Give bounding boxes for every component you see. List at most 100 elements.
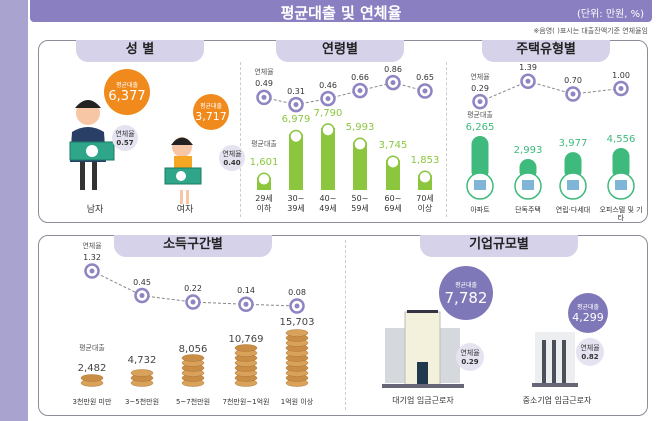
coin-mark xyxy=(80,374,104,382)
category-label: 단독주택 xyxy=(515,206,541,214)
category-label: 70세 이상 xyxy=(416,194,434,214)
building-roof xyxy=(407,310,438,313)
category-label: 1억원 이상 xyxy=(280,398,314,406)
category-label-line: 이상 xyxy=(417,204,433,213)
loan-value: 6,377 xyxy=(108,89,146,104)
rate-value: 0.22 xyxy=(184,284,202,294)
rate-value: 0.08 xyxy=(288,288,306,297)
rate-marker-dot xyxy=(422,88,428,94)
rate-marker-dot xyxy=(89,268,95,274)
divider xyxy=(345,240,346,410)
category-label: 3천만원 미만 xyxy=(72,398,112,406)
category-label-line: 50~ xyxy=(351,194,369,203)
rate-line-segment xyxy=(91,270,143,297)
loan-bubble: 평균대출 4,299 xyxy=(568,293,608,333)
building-icon xyxy=(474,180,486,190)
coin-mark xyxy=(234,344,258,352)
category-label-line: 60~ xyxy=(384,194,402,203)
person-icon xyxy=(353,137,367,152)
rate-label: 연체율 xyxy=(580,344,600,352)
loan-axis-label: 평균대출 xyxy=(467,111,493,119)
rate-marker-dot xyxy=(325,96,331,102)
category-label: 30~ 39세 xyxy=(287,194,305,214)
person-icon xyxy=(321,123,335,137)
rate-label: 연체율 xyxy=(460,349,480,357)
building-icon xyxy=(522,180,534,190)
rate-marker-dot xyxy=(139,293,145,299)
building-pillar xyxy=(542,340,546,384)
loan-value: 7,790 xyxy=(313,108,343,119)
rate-line-segment xyxy=(192,301,247,305)
person-icon xyxy=(257,172,271,187)
loan-value: 8,056 xyxy=(178,343,208,355)
coin-mark xyxy=(181,354,205,362)
rate-badge: 연체율 0.82 xyxy=(576,338,604,366)
rate-value: 0.14 xyxy=(237,286,255,296)
person-icon xyxy=(418,170,432,185)
category-label: 50~ 59세 xyxy=(351,194,369,214)
loan-bubble: 평균대출 7,782 xyxy=(439,266,493,320)
category-label: 29세 이하 xyxy=(255,194,273,214)
category-label: 여자 xyxy=(176,205,194,215)
loan-bubble: 평균대출 6,377 xyxy=(104,69,150,115)
building-pillar xyxy=(562,340,566,384)
person-icon xyxy=(386,155,400,169)
rate-value: 0.29 xyxy=(471,83,489,93)
rate-value: 0.70 xyxy=(564,76,582,86)
loan-label: 평균대출 xyxy=(454,281,478,289)
male-leg xyxy=(92,160,97,190)
rate-value: 0.29 xyxy=(461,358,479,366)
unit-label: (단위: 만원, %) xyxy=(576,9,644,20)
rate-value: 0.66 xyxy=(351,72,369,82)
category-label: 중소기업 임금근로자 xyxy=(522,396,592,405)
won-icon xyxy=(176,171,186,181)
tab-company: 기업규모별 xyxy=(420,235,578,257)
loan-bar xyxy=(612,148,630,180)
tab-housing: 주택유형별 xyxy=(482,40,610,62)
loan-value: 4,299 xyxy=(572,311,604,324)
rate-value: 1.32 xyxy=(83,253,101,262)
rate-marker-dot xyxy=(190,299,196,305)
tab-income: 소득구간별 xyxy=(114,235,272,257)
coin-mark xyxy=(130,369,154,377)
category-label: 연립·다세대 xyxy=(555,206,591,214)
rate-marker-dot xyxy=(243,301,249,307)
building-icon xyxy=(567,180,579,190)
category-label: 3~5천만원 xyxy=(124,398,160,406)
category-label: 60~ 69세 xyxy=(384,194,402,214)
rate-value: 1.00 xyxy=(612,70,630,80)
building-door xyxy=(417,362,428,385)
female-leg xyxy=(186,190,189,204)
category-label: 아파트 xyxy=(470,206,490,214)
rate-label: 연체율 xyxy=(115,130,135,138)
male-leg xyxy=(80,160,85,190)
rate-badge: 연체율 0.29 xyxy=(456,343,484,371)
tab-gender: 성 별 xyxy=(76,40,204,62)
category-label-line: 69세 xyxy=(384,204,402,213)
category-label-line: 30~ xyxy=(287,194,305,203)
loan-value: 1,853 xyxy=(410,155,440,167)
rate-value: 0.65 xyxy=(416,73,434,82)
category-label-line: 70세 xyxy=(416,194,434,203)
won-icon xyxy=(86,145,98,157)
loan-value: 3,745 xyxy=(378,140,408,152)
rate-marker-dot xyxy=(293,102,299,108)
rate-value: 0.31 xyxy=(287,86,305,96)
loan-bar xyxy=(289,134,303,190)
category-label-line: 이하 xyxy=(256,204,272,213)
divider xyxy=(240,62,241,217)
rate-marker-dot xyxy=(570,91,576,97)
category-label: 오피스텔 및 기타 xyxy=(599,206,643,222)
loan-label: 평균대출 xyxy=(115,82,139,89)
rate-axis-label: 연체율 xyxy=(82,242,102,250)
rate-axis-label: 연체율 xyxy=(254,68,274,77)
rate-value: 0.45 xyxy=(133,277,151,287)
rate-marker-dot xyxy=(618,86,624,91)
tab-age: 연령별 xyxy=(276,40,404,62)
loan-value: 5,993 xyxy=(345,122,375,134)
category-label-line: 39세 xyxy=(287,204,305,213)
loan-bubble: 평균대출 3,717 xyxy=(193,94,229,130)
loan-bar xyxy=(471,136,489,180)
loan-value: 10,769 xyxy=(228,334,264,346)
